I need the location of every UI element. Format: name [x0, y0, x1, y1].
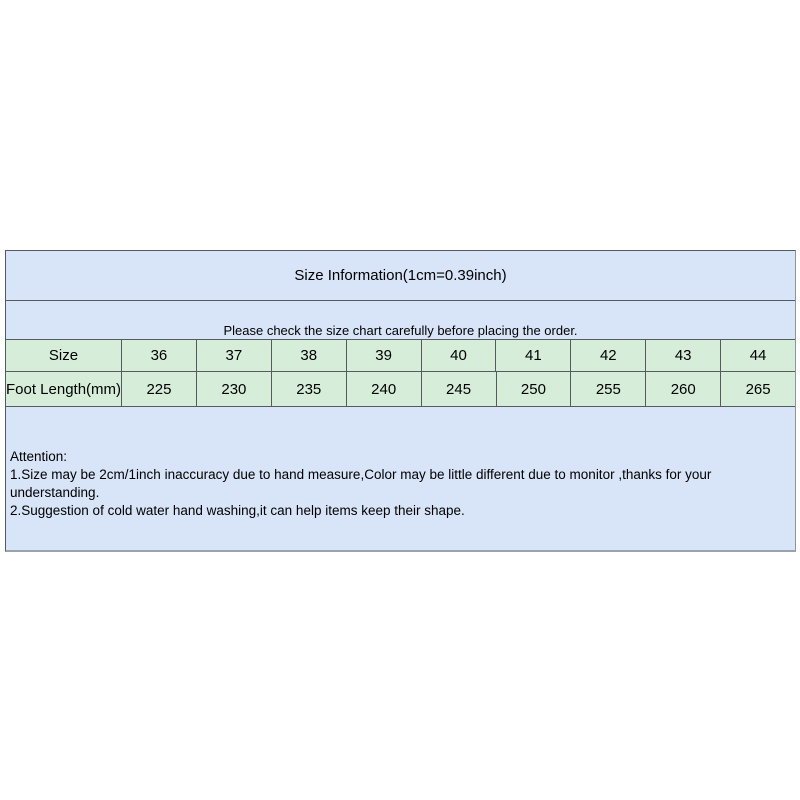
attention-heading: Attention:: [10, 449, 68, 464]
row-header-foot-length: Foot Length(mm): [6, 380, 122, 398]
size-chart-subtitle-row: Please check the size chart carefully be…: [6, 300, 795, 339]
size-cell: 39: [345, 340, 421, 371]
size-chart-subtitle: Please check the size chart carefully be…: [223, 323, 578, 338]
size-cell: 41: [495, 340, 570, 371]
foot-length-cell: 225: [121, 372, 196, 406]
attention-section: Attention: 1.Size may be 2cm/1inch inacc…: [6, 406, 795, 550]
foot-length-cell: 240: [345, 372, 421, 406]
foot-length-cell: 230: [195, 372, 271, 406]
size-cell: 42: [570, 340, 645, 371]
size-chart-table: Size Information(1cm=0.39inch) Please ch…: [5, 250, 796, 552]
foot-length-row: Foot Length(mm) 225 230 235 240 245 250 …: [6, 371, 795, 406]
size-cell: 40: [420, 340, 496, 371]
size-chart-title: Size Information(1cm=0.39inch): [294, 267, 507, 284]
foot-length-cell: 245: [420, 372, 496, 406]
size-chart-title-row: Size Information(1cm=0.39inch): [6, 251, 795, 300]
size-cell: 44: [720, 340, 795, 371]
size-cell: 36: [121, 340, 196, 371]
foot-length-cell: 260: [645, 372, 720, 406]
size-cell: 38: [270, 340, 346, 371]
foot-length-cell: 235: [270, 372, 346, 406]
foot-length-cell: 255: [570, 372, 645, 406]
size-cell: 37: [195, 340, 271, 371]
attention-note-1: 1.Size may be 2cm/1inch inaccuracy due t…: [10, 467, 712, 500]
size-header-row: Size 36 37 38 39 40 41 42 43 44: [6, 339, 795, 371]
foot-length-cell: 265: [720, 372, 795, 406]
foot-length-cell: 250: [495, 372, 571, 406]
row-header-size: Size: [48, 347, 79, 364]
attention-note-2: 2.Suggestion of cold water hand washing,…: [10, 503, 465, 518]
size-cell: 43: [645, 340, 720, 371]
